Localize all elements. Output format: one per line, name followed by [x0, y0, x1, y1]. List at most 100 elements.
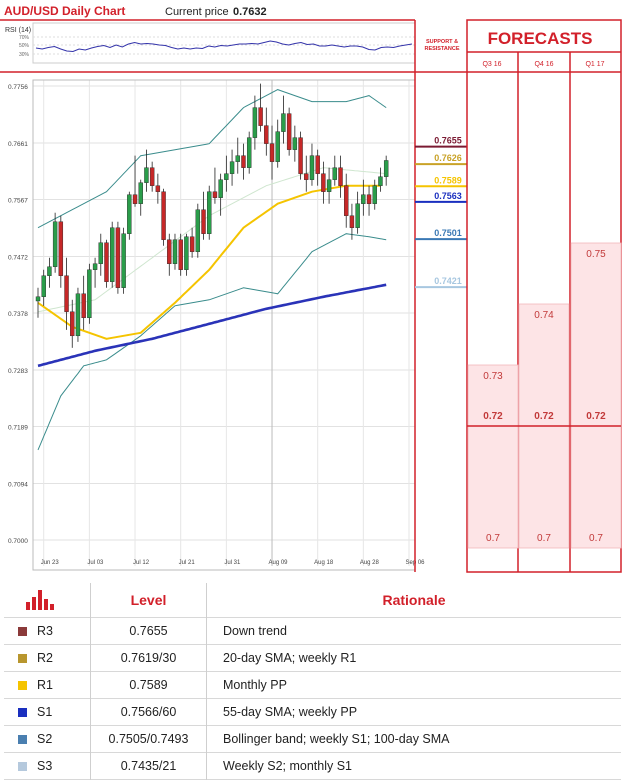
- level-id: R1: [37, 678, 53, 692]
- sr-level-label: 0.7589: [434, 175, 462, 185]
- candle-up: [247, 138, 251, 168]
- rsi-tick-70: 70%: [19, 35, 30, 41]
- candle-down: [350, 216, 354, 228]
- levels-row-s3: S3 0.7435/21 Weekly S2; monthly S1: [4, 753, 621, 780]
- candle-up: [356, 204, 360, 228]
- candle-up: [99, 243, 103, 264]
- candle-up: [36, 297, 40, 301]
- level-id: S3: [37, 759, 52, 773]
- level-value: 0.7505/0.7493: [91, 726, 207, 753]
- candle-down: [162, 192, 166, 240]
- candle-up: [42, 276, 46, 297]
- candle-up: [127, 195, 131, 234]
- current-price-label: Current price: [165, 6, 229, 18]
- rsi-tick-50: 50%: [19, 43, 30, 49]
- forecast-range-bar: [468, 365, 518, 548]
- forecast-col-q4-16: Q4 16: [534, 61, 553, 68]
- candle-down: [287, 114, 291, 150]
- forecast-col-q1-17: Q1 17: [585, 61, 604, 68]
- rationale-header: Rationale: [207, 583, 622, 618]
- candle-down: [299, 138, 303, 174]
- forecast-low-label: 0.7: [589, 533, 603, 544]
- candle-up: [144, 168, 148, 183]
- rsi-panel: RSI (14) 70% 50% 30%: [5, 23, 415, 63]
- candle-up: [224, 174, 228, 180]
- rsi-tick-30: 30%: [19, 52, 30, 58]
- chart-title: AUD/USD Daily Chart: [4, 4, 125, 18]
- candle-down: [156, 186, 160, 192]
- candle-down: [202, 210, 206, 234]
- candle-up: [47, 267, 51, 276]
- candle-up: [219, 180, 223, 198]
- sr-title-line2: RESISTANCE: [424, 46, 459, 52]
- plot-frame: [33, 80, 415, 570]
- candle-down: [339, 168, 343, 186]
- candle-up: [93, 264, 97, 270]
- candle-up: [373, 186, 377, 204]
- candle-down: [344, 186, 348, 216]
- candle-up: [378, 177, 382, 186]
- level-rationale: Weekly S2; monthly S1: [207, 753, 622, 780]
- level-rationale: 55-day SMA; weekly PP: [207, 699, 622, 726]
- y-tick-label: 0.7283: [8, 368, 28, 375]
- bar-chart-icon-cell: [4, 583, 91, 618]
- levels-row-r1: R1 0.7589 Monthly PP: [4, 672, 621, 699]
- support-resistance-panel: SUPPORT & RESISTANCE 0.76550.76260.75890…: [415, 20, 467, 572]
- level-value: 0.7435/21: [91, 753, 207, 780]
- candle-up: [281, 114, 285, 132]
- candle-down: [264, 126, 268, 144]
- level-value: 0.7655: [91, 618, 207, 645]
- candle-down: [321, 174, 325, 192]
- forecasts-title: FORECASTS: [488, 29, 593, 48]
- x-tick-label: Jul 12: [133, 560, 150, 566]
- forecast-low-label: 0.7: [537, 533, 551, 544]
- candle-down: [59, 222, 63, 276]
- candle-down: [167, 240, 171, 264]
- forecast-high-label: 0.75: [586, 249, 606, 260]
- candle-down: [133, 195, 137, 204]
- candle-down: [116, 228, 120, 288]
- y-tick-label: 0.7567: [8, 198, 28, 205]
- rsi-label: RSI (14): [5, 27, 31, 34]
- candle-up: [384, 160, 388, 176]
- plot-grid: [33, 80, 415, 566]
- x-tick-label: Jul 03: [87, 560, 104, 566]
- level-id-cell: S2: [4, 726, 91, 753]
- candle-up: [139, 183, 143, 204]
- level-id: R3: [37, 624, 53, 638]
- y-tick-label: 0.7378: [8, 311, 28, 318]
- level-swatch: [18, 762, 27, 771]
- candle-up: [253, 108, 257, 138]
- candle-down: [104, 243, 108, 282]
- level-id-cell: S1: [4, 699, 91, 726]
- level-header: Level: [91, 583, 207, 618]
- current-price-value: 0.7632: [233, 6, 267, 18]
- forecast-mid-label: 0.72: [534, 411, 554, 422]
- sr-title-line1: SUPPORT &: [426, 39, 458, 45]
- candle-up: [110, 228, 114, 282]
- level-swatch: [18, 627, 27, 636]
- forecasts-panel: FORECASTS Q3 16 Q4 16 Q1 17 0.73 0.72 0.7 0…: [467, 20, 621, 572]
- candle-up: [230, 162, 234, 174]
- x-tick-label: Aug 09: [268, 560, 288, 566]
- levels-row-s2: S2 0.7505/0.7493 Bollinger band; weekly S1…: [4, 726, 621, 753]
- y-tick-label: 0.7000: [8, 538, 28, 545]
- levels-row-r2: R2 0.7619/30 20-day SMA; weekly R1: [4, 645, 621, 672]
- candle-down: [304, 174, 308, 180]
- candle-up: [122, 234, 126, 288]
- candles: [36, 84, 388, 348]
- sr-level-label: 0.7501: [434, 228, 462, 238]
- level-id: S2: [37, 732, 52, 746]
- candle-down: [179, 240, 183, 270]
- candle-up: [53, 222, 57, 267]
- candle-up: [333, 168, 337, 180]
- level-swatch: [18, 681, 27, 690]
- level-swatch: [18, 735, 27, 744]
- forecast-range-bar: [571, 243, 621, 548]
- level-value: 0.7589: [91, 672, 207, 699]
- candle-up: [76, 294, 80, 336]
- forecast-high-label: 0.73: [483, 371, 503, 382]
- level-rationale: 20-day SMA; weekly R1: [207, 645, 622, 672]
- candle-down: [241, 156, 245, 168]
- x-tick-label: Jul 21: [179, 560, 196, 566]
